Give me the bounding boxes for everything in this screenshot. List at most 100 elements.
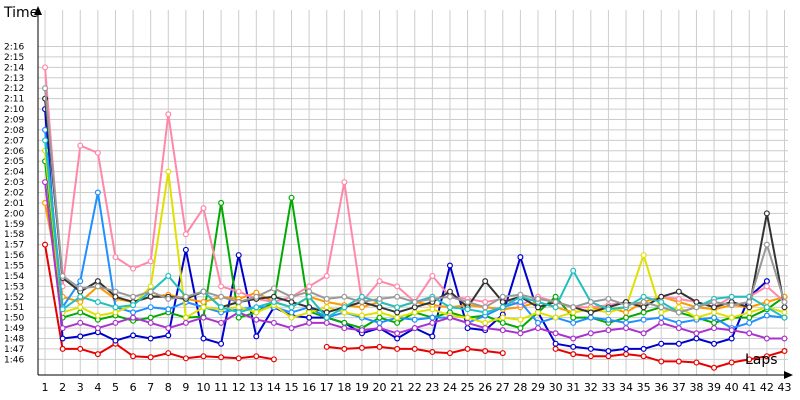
y-tick-label: 2:13	[4, 74, 24, 84]
y-tick-label: 1:57	[4, 241, 24, 251]
y-tick-label: 1:58	[4, 230, 24, 240]
data-point	[781, 309, 788, 316]
x-tick-label: 16	[302, 381, 316, 394]
data-point	[341, 325, 348, 332]
data-point	[605, 295, 612, 302]
data-point	[200, 335, 207, 342]
data-point	[235, 304, 242, 311]
data-point	[658, 309, 665, 316]
data-point	[42, 85, 49, 92]
data-point	[781, 348, 788, 355]
data-point	[94, 299, 101, 306]
data-point	[693, 304, 700, 311]
x-tick-label: 10	[196, 381, 210, 394]
data-point	[394, 314, 401, 321]
x-tick-label: 4	[94, 381, 101, 394]
data-point	[288, 309, 295, 316]
data-point	[658, 314, 665, 321]
data-point	[94, 149, 101, 156]
data-point	[605, 306, 612, 313]
data-point	[746, 304, 753, 311]
data-point	[358, 327, 365, 334]
data-point	[429, 306, 436, 313]
data-point	[112, 337, 119, 344]
y-tick-label: 1:54	[4, 272, 24, 282]
x-tick-label: 8	[165, 381, 172, 394]
data-point	[640, 309, 647, 316]
y-tick-label: 2:03	[4, 178, 24, 188]
data-point	[341, 179, 348, 186]
data-point	[235, 252, 242, 259]
x-tick-label: 11	[214, 381, 228, 394]
data-point	[693, 299, 700, 306]
x-tick-label: 43	[777, 381, 791, 394]
data-point	[306, 304, 313, 311]
data-point	[570, 314, 577, 321]
data-point	[429, 314, 436, 321]
data-point	[675, 325, 682, 332]
data-point	[623, 345, 630, 352]
data-point	[587, 314, 594, 321]
data-point	[763, 353, 770, 360]
y-tick-label: 1:46	[4, 355, 24, 365]
data-point	[623, 302, 630, 309]
data-point	[270, 356, 277, 363]
data-point	[77, 285, 84, 292]
data-point	[235, 314, 242, 321]
x-tick-label: 32	[584, 381, 598, 394]
data-point	[358, 299, 365, 306]
data-point	[112, 309, 119, 316]
data-point	[218, 199, 225, 206]
data-point	[270, 293, 277, 300]
data-point	[59, 325, 66, 332]
data-point	[763, 304, 770, 311]
y-tick-label: 2:00	[4, 209, 24, 219]
data-point	[306, 293, 313, 300]
data-point	[218, 293, 225, 300]
x-tick-label: 40	[725, 381, 739, 394]
data-point	[482, 278, 489, 285]
data-point	[552, 345, 559, 352]
data-point	[94, 325, 101, 332]
data-point	[446, 262, 453, 269]
data-point	[429, 295, 436, 302]
data-point	[94, 312, 101, 319]
data-point	[394, 330, 401, 337]
data-point	[147, 304, 154, 311]
data-point	[446, 350, 453, 357]
data-point	[218, 354, 225, 361]
data-point	[147, 314, 154, 321]
data-point	[77, 309, 84, 316]
data-point	[306, 283, 313, 290]
data-point	[464, 299, 471, 306]
data-point	[552, 330, 559, 337]
data-point	[517, 330, 524, 337]
y-tick-label: 2:02	[4, 189, 24, 199]
data-point	[59, 335, 66, 342]
data-point	[394, 293, 401, 300]
series-11	[42, 85, 788, 316]
y-tick-label: 1:59	[4, 220, 24, 230]
data-point	[42, 241, 49, 248]
data-point	[587, 309, 594, 316]
data-point	[675, 295, 682, 302]
y-axis-title: Time	[3, 5, 38, 21]
data-point	[711, 340, 718, 347]
data-point	[499, 293, 506, 300]
data-point	[376, 304, 383, 311]
data-point	[130, 353, 137, 360]
data-point	[165, 295, 172, 302]
data-point	[411, 316, 418, 323]
data-point	[640, 345, 647, 352]
data-point	[464, 306, 471, 313]
data-point	[570, 335, 577, 342]
data-point	[429, 272, 436, 279]
data-point	[763, 278, 770, 285]
data-point	[640, 299, 647, 306]
data-point	[130, 314, 137, 321]
data-point	[77, 345, 84, 352]
data-point	[358, 312, 365, 319]
y-tick-label: 2:05	[4, 157, 24, 167]
data-point	[534, 304, 541, 311]
data-point	[658, 293, 665, 300]
